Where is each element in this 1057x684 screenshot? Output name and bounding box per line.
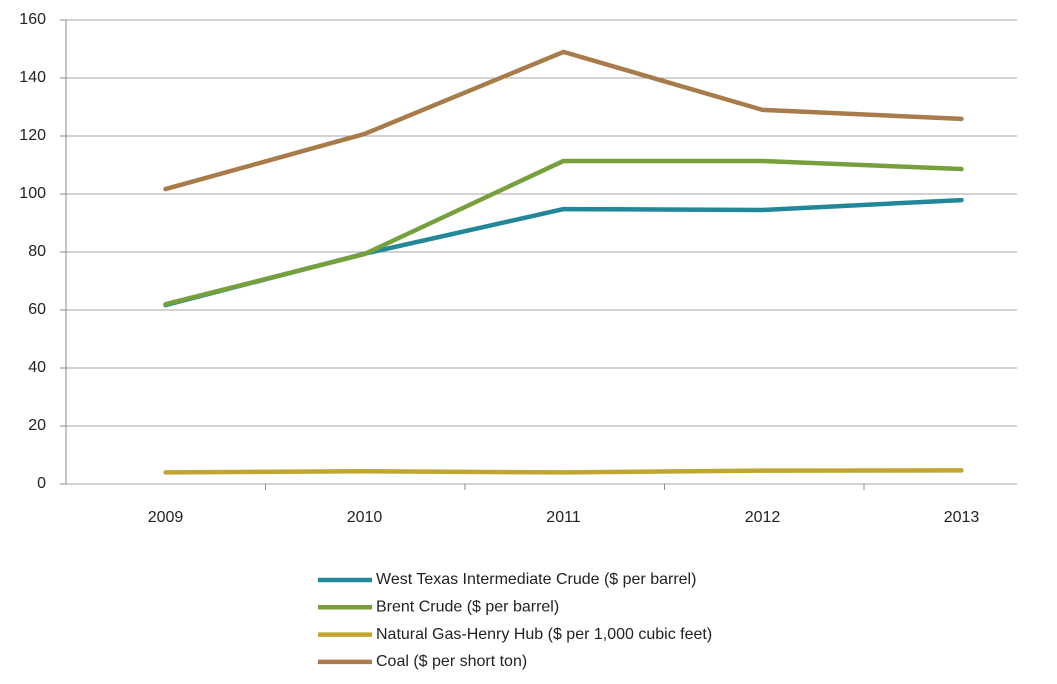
series-line — [163, 49, 964, 192]
x-tick-label: 2012 — [745, 509, 781, 526]
legend-label: Natural Gas-Henry Hub ($ per 1,000 cubic… — [376, 626, 712, 643]
x-tick-label: 2010 — [347, 509, 383, 526]
y-tick-label: 0 — [37, 475, 46, 492]
y-tick-label: 20 — [28, 417, 46, 434]
x-tick-label: 2013 — [944, 509, 980, 526]
legend-label: Coal ($ per short ton) — [376, 653, 527, 670]
y-tick-label: 60 — [28, 301, 46, 318]
y-tick-label: 140 — [19, 69, 46, 86]
y-tick-label: 160 — [19, 11, 46, 28]
legend-label: Brent Crude ($ per barrel) — [376, 599, 559, 616]
y-tick-label: 40 — [28, 359, 46, 376]
y-tick-label: 120 — [19, 127, 46, 144]
y-tick-label: 80 — [28, 243, 46, 260]
series-line — [163, 468, 964, 475]
series-line — [163, 197, 964, 308]
x-tick-label: 2011 — [546, 509, 581, 526]
legend-label: West Texas Intermediate Crude ($ per bar… — [376, 571, 696, 588]
series-line — [163, 158, 964, 307]
x-tick-label: 2009 — [148, 509, 184, 526]
y-tick-label: 100 — [19, 185, 46, 202]
